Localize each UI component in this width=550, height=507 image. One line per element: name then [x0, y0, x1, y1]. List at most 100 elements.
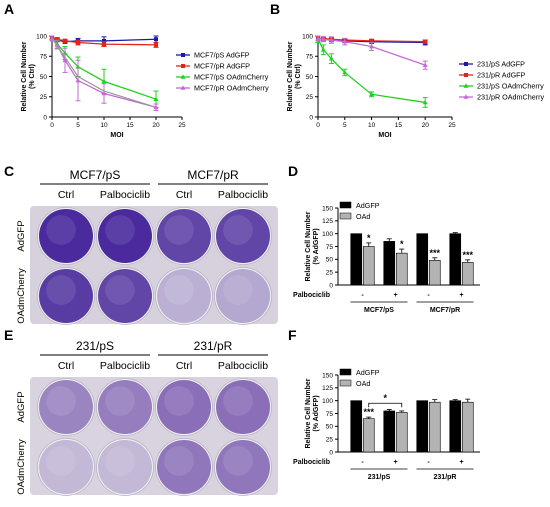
chart-d-category-label: -: [361, 292, 364, 299]
plate-e-well-sheen: [105, 446, 135, 476]
chart-f-legend-swatch: [339, 368, 352, 376]
chart-b-legend-item-label: 231/pR AdGFP: [477, 71, 526, 80]
chart-b-y-tick-label: 25: [306, 94, 314, 101]
plate-e-well-sheen: [164, 386, 194, 416]
plate-c-well-sheen: [223, 215, 253, 245]
plate-c-well-sheen: [164, 215, 194, 245]
chart-d-y-tick-label: 150: [322, 205, 333, 212]
chart-d-y-tick-label: 75: [326, 244, 334, 251]
chart-f-bar-adgfp: [449, 400, 462, 453]
chart-f-y-axis-label-line: (% AdGFP): [313, 395, 320, 431]
chart-b-legend-item-label: 231/pS AdGFP: [477, 60, 525, 69]
chart-f-y-tick-label: 125: [322, 385, 333, 392]
chart-a-y-tick-label: 25: [40, 94, 48, 101]
chart-d-y-tick-label: 50: [326, 257, 334, 264]
chart-d-y-tick-label: 125: [322, 218, 333, 225]
plate-c-well: [157, 209, 211, 263]
chart-f-significance: ***: [363, 407, 374, 417]
plate-e-well-sheen: [46, 386, 76, 416]
plate-c-well-sheen: [105, 215, 135, 245]
chart-d-group-label: MCF7/pS: [364, 307, 394, 314]
chart-f-category-label: -: [361, 459, 364, 466]
chart-a-y-axis-label: Relative Cell Number (% Ctrl): [21, 41, 36, 111]
plate-e-well-sheen: [223, 446, 253, 476]
chart-a-x-tick-label: 25: [178, 122, 186, 129]
plate-e-row-label: AdGFP: [16, 391, 27, 422]
chart-f-bar-oad: [428, 401, 441, 453]
chart-a-series-2-point: [153, 96, 159, 101]
chart-f-group-label: 231/pR: [434, 474, 457, 481]
plate-e-well: [98, 440, 152, 494]
chart-a-x-tick-label: 5: [76, 122, 80, 129]
plate-c-well-sheen: [46, 275, 76, 305]
chart-a-legend-item-marker: [180, 85, 186, 90]
chart-b-x-tick-label: 5: [343, 122, 347, 129]
plate-c-well: [216, 269, 270, 323]
plate-e-well: [98, 380, 152, 434]
chart-a-legend-item-marker: [181, 64, 185, 68]
chart-f-bar-oad: [362, 418, 375, 453]
panel-label-e: E: [4, 327, 13, 343]
chart-d-category-label: +: [459, 292, 463, 299]
chart-d-bar-oad: [395, 252, 408, 286]
plate-e-well: [216, 440, 270, 494]
plate-e-row-label: OAdmCherry: [16, 439, 27, 495]
plate-c-well-sheen: [105, 275, 135, 305]
chart-a-series-0-point: [154, 37, 158, 42]
chart-a-series-1-point: [63, 38, 67, 43]
chart-a-series-4-line: [51, 38, 157, 108]
panel-label-c: C: [4, 163, 14, 179]
chart-d-y-tick-label: 100: [322, 231, 333, 238]
chart-f-y-axis-label: Relative Cell Number (% AdGFP): [305, 378, 320, 448]
chart-b-series-3-point: [315, 35, 321, 41]
chart-b-series-3-point: [342, 39, 348, 44]
chart-a-series-1-point: [102, 42, 106, 47]
plate-c-row-label: AdGFP: [16, 220, 27, 251]
chart-b-legend-item-marker: [464, 73, 468, 77]
chart-d-y-axis-label-line: Relative Cell Number: [305, 211, 312, 281]
chart-a-series-0-point: [102, 38, 106, 43]
chart-d-significance: *: [367, 233, 371, 243]
panel-label-d: D: [288, 163, 298, 179]
plate-c-well: [98, 269, 152, 323]
chart-f-y-tick-label: 50: [326, 424, 334, 431]
chart-a-legend-item-label: MCF7/pS AdGFP: [194, 51, 250, 60]
chart-b-series-1-point: [369, 38, 374, 43]
plate-e-row-label-text: OAdmCherry: [16, 439, 27, 495]
plate-c-well: [39, 269, 93, 323]
chart-f-legend-label: AdGFP: [356, 368, 380, 377]
chart-a-y-tick-label: 50: [40, 74, 48, 81]
chart-d-category-label: -: [427, 292, 430, 299]
chart-f-y-axis-label-line: Relative Cell Number: [305, 378, 312, 448]
plate-e-well-sheen: [164, 446, 194, 476]
chart-b-x-axis-label: MOI: [378, 132, 391, 139]
plate-c-group-header: MCF7/pR: [187, 168, 239, 182]
chart-b-series-1-point: [423, 39, 428, 44]
chart-d-legend-swatch: [339, 201, 352, 209]
chart-d-bar-oad: [428, 260, 441, 286]
plate-c-row-label-text: OAdmCherry: [16, 268, 27, 324]
plate-e-well: [157, 440, 211, 494]
panel-label-b: B: [270, 1, 280, 17]
chart-b-y-tick-label: 50: [306, 74, 314, 81]
chart-a-legend-item-label: MCF7/pR AdGFP: [194, 62, 250, 71]
chart-d-significance: *: [400, 239, 404, 249]
chart-b-series-2-point: [369, 91, 375, 97]
plate-e-column-label: Palbociclib: [100, 360, 150, 372]
chart-b-series-2-point: [422, 99, 428, 105]
plate-e-well-sheen: [223, 386, 253, 416]
chart-b-y-axis-label-line: Relative Cell Number: [287, 41, 294, 111]
plate-e-well-sheen: [105, 386, 135, 416]
chart-f-bar-adgfp: [416, 400, 429, 453]
chart-d-y-tick-label: 0: [329, 282, 333, 289]
chart-b-legend-item-label: 231/pS OAdmCherry: [477, 82, 544, 91]
chart-d-significance: ***: [462, 250, 473, 260]
chart-f-category-label: +: [459, 459, 463, 466]
chart-b-series-3-point: [320, 36, 326, 42]
chart-f-row-label: Palbociclib: [293, 459, 330, 466]
chart-a-legend-item-marker: [180, 74, 186, 79]
chart-b-legend-item-label: 231/pR OAdmCherry: [477, 93, 545, 102]
chart-a-legend-item-label: MCF7/pS OAdmCherry: [194, 73, 269, 82]
chart-f-category-label: -: [427, 459, 430, 466]
